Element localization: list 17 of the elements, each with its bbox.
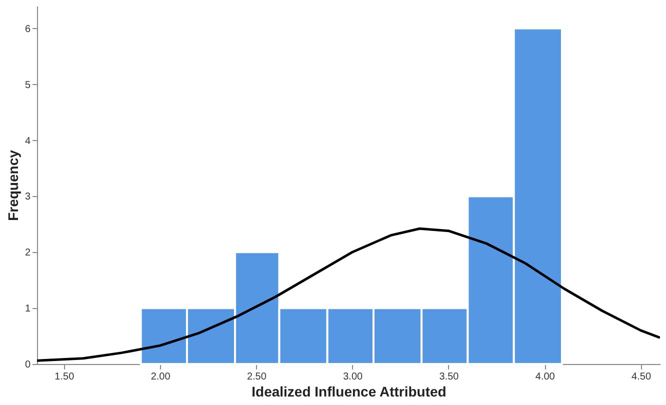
y-axis-title: Frequency — [4, 150, 21, 221]
x-tick-label: 1.50 — [54, 372, 75, 382]
y-tick-label: 2 — [24, 248, 31, 259]
x-tick-label: 3.50 — [439, 372, 460, 382]
y-tick-label: 4 — [24, 136, 31, 147]
x-tick-label: 2.50 — [246, 372, 267, 382]
x-tick-label: 2.00 — [150, 372, 171, 382]
y-tick-label: 6 — [24, 24, 31, 35]
line-series — [37, 227, 660, 362]
y-tick-label: 5 — [24, 80, 31, 91]
y-tick-label: 1 — [24, 304, 31, 315]
y-tick-label: 0 — [24, 360, 31, 370]
x-tick-label: 4.50 — [632, 372, 652, 382]
x-tick-label: 3.00 — [343, 372, 364, 382]
x-tick-label: 4.00 — [535, 372, 556, 382]
x-axis-title: Idealized Influence Attributed — [252, 384, 446, 400]
y-tick-label: 3 — [24, 192, 31, 203]
